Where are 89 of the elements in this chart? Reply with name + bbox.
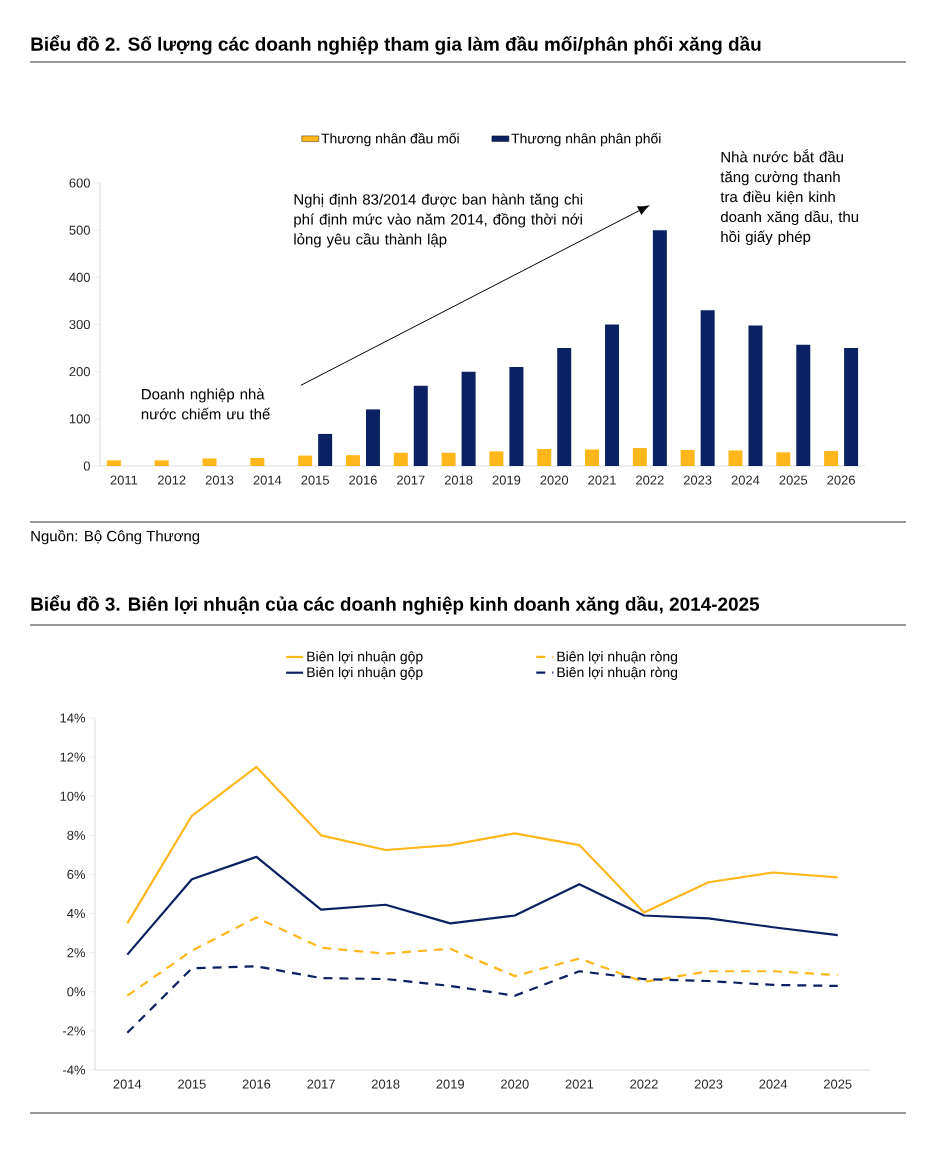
y-tick-label: 12%	[60, 752, 86, 762]
x-tick-label: 2011	[110, 475, 138, 485]
bar	[680, 449, 695, 466]
x-tick-label: 2020	[501, 1079, 529, 1089]
bar	[776, 452, 791, 466]
x-tick-label: 2025	[779, 475, 808, 485]
bar	[728, 450, 743, 466]
legend-label: Biên lợi nhuận gộp	[307, 666, 423, 680]
bar	[393, 452, 408, 466]
bar	[700, 310, 715, 466]
bar	[365, 409, 380, 466]
x-tick-label: 2016	[349, 475, 377, 485]
bar	[748, 325, 763, 466]
x-tick-label: 2014	[113, 1079, 142, 1089]
x-tick-label: 2024	[759, 1079, 788, 1089]
y-tick-label: 10%	[60, 791, 86, 801]
x-tick-label: 2012	[157, 475, 186, 485]
line-series	[126, 855, 839, 956]
legend-label: Biên lợi nhuận gộp	[307, 651, 423, 665]
bar	[652, 230, 667, 466]
legend-label: Thương nhân phân phối	[511, 132, 661, 147]
bar	[106, 460, 121, 466]
bar	[557, 348, 572, 466]
y-tick-label: 14%	[60, 713, 86, 723]
bar	[605, 324, 620, 466]
chart-title: Biểu đồ 3. Biên lợi nhuận của các doanh nghiệp kinh doanh xăng dầu, 2014-2025	[31, 595, 760, 615]
x-tick-label: 2016	[242, 1079, 271, 1089]
y-tick-label: 300	[69, 319, 90, 330]
x-tick-label: 2020	[540, 475, 569, 485]
legend-label: Biên lợi nhuận ròng	[557, 651, 678, 665]
bar	[154, 460, 169, 466]
y-tick-label: 0	[83, 461, 90, 471]
y-tick-label: -2%	[63, 1026, 86, 1036]
x-tick-label: 2015	[178, 1079, 206, 1089]
x-tick-label: 2019	[436, 1079, 464, 1089]
bar	[250, 457, 265, 466]
annotation: Nhà nước bắt đầu tăng cường thanh tra điều kiện kinh doanh xăng dầu, thu hồi giấy phép	[720, 149, 859, 245]
y-tick-label: 2%	[67, 948, 86, 958]
x-tick-label: 2023	[694, 1079, 723, 1089]
x-tick-label: 2021	[588, 475, 616, 485]
y-tick-label: 6%	[67, 869, 86, 880]
bar	[489, 451, 504, 466]
line-series	[126, 965, 839, 1034]
y-tick-label: 8%	[67, 830, 86, 840]
x-tick-label: 2014	[253, 475, 282, 485]
bar	[537, 449, 552, 466]
y-tick-label: 0%	[67, 987, 86, 997]
x-tick-label: 2015	[301, 475, 330, 485]
bar	[441, 452, 456, 466]
bar	[461, 371, 476, 466]
annotation: Nghị định 83/2014 được ban hành tăng chi phí định mức vào năm 2014, đồng thời nới lỏng yêu cầu thành lập	[294, 193, 583, 248]
x-tick-label: 2017	[307, 1079, 335, 1089]
line-series	[126, 916, 839, 997]
x-tick-label: 2021	[565, 1079, 594, 1089]
bar	[202, 458, 217, 466]
bar	[844, 348, 859, 466]
x-tick-label: 2019	[492, 475, 521, 485]
x-tick-label: 2026	[827, 475, 855, 485]
bar	[585, 449, 600, 466]
y-tick-label: 600	[69, 178, 90, 188]
bar	[824, 450, 839, 466]
x-tick-label: 2022	[630, 1079, 658, 1089]
x-tick-label: 2023	[683, 475, 712, 485]
chart-title: Biểu đồ 2. Số lượng các doanh nghiệp tham gia làm đầu mối/phân phối xăng dầu	[31, 35, 761, 55]
y-tick-label: 4%	[67, 909, 86, 919]
y-tick-label: 500	[69, 225, 90, 235]
x-tick-label: 2018	[444, 475, 473, 485]
bar	[345, 455, 360, 466]
line-series	[126, 765, 839, 925]
x-tick-label: 2013	[205, 475, 234, 485]
x-tick-label: 2018	[371, 1079, 400, 1089]
x-tick-label: 2017	[397, 475, 425, 485]
x-tick-label: 2024	[731, 475, 760, 485]
y-tick-label: 100	[69, 414, 90, 424]
bar	[796, 344, 811, 466]
legend-label: Thương nhân đầu mối	[321, 132, 459, 147]
annotation: Doanh nghiệp nhà nước chiếm ưu thế	[141, 388, 271, 420]
y-tick-label: 400	[69, 272, 90, 282]
text: Nguồn: Bộ Công Thương	[31, 529, 200, 545]
y-tick-label: 200	[69, 367, 90, 377]
bar	[413, 385, 428, 466]
bar	[509, 366, 524, 466]
legend-label: Biên lợi nhuận ròng	[557, 666, 678, 680]
x-tick-label: 2025	[823, 1079, 852, 1089]
bar	[632, 448, 647, 466]
x-tick-label: 2022	[636, 475, 664, 485]
bar	[298, 455, 313, 466]
y-tick-label: -4%	[63, 1065, 86, 1075]
bar	[318, 433, 333, 466]
